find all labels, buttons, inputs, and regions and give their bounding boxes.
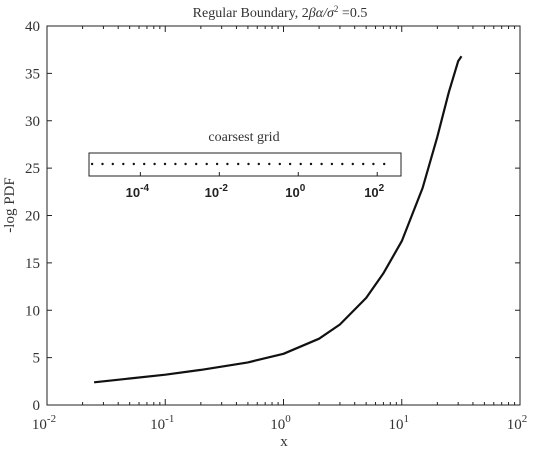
plot-area-frame — [46, 25, 521, 406]
x-tick-exponent: -2 — [47, 413, 56, 425]
inset-tick-exponent: 0 — [300, 183, 306, 194]
inset-point — [320, 162, 323, 166]
inset-point — [226, 162, 229, 166]
inset-point — [268, 162, 271, 166]
x-axis-label: x — [280, 434, 288, 450]
x-axis: 10-2 10-1 100 101 102 — [32, 26, 527, 433]
inset-tick-label: 100 — [285, 183, 305, 200]
inset-point — [143, 162, 146, 166]
inset-tick-exponent: -2 — [219, 183, 228, 194]
y-tick-label: 10 — [25, 303, 40, 319]
inset-point — [237, 162, 240, 166]
x-tick-label: 10-2 — [32, 413, 56, 433]
inset-point — [341, 162, 344, 166]
inset-point — [278, 162, 281, 166]
x-tick-exponent: 0 — [285, 413, 291, 425]
y-tick-label: 35 — [25, 66, 40, 82]
inset-tick-base: 10 — [205, 185, 219, 200]
inset-point — [174, 162, 177, 166]
y-tick-label: 30 — [25, 114, 40, 130]
inset-point — [309, 162, 313, 166]
inset-point — [215, 162, 219, 166]
x-tick-label: 101 — [389, 413, 410, 433]
inset-tick-exponent: 2 — [379, 183, 385, 194]
x-tick-label: 100 — [270, 413, 291, 433]
inset-point — [205, 162, 208, 166]
inset-tick-label: 10-4 — [126, 183, 150, 200]
x-tick-exponent: -1 — [165, 413, 174, 425]
inset-point — [383, 162, 386, 166]
inset-ticks: 10-4 10-2 100 102 — [126, 172, 385, 200]
y-tick-label: 20 — [25, 209, 40, 225]
inset-legend: coarsest grid 10-4 10-2 100 102 — [88, 130, 402, 200]
inset-title: coarsest grid — [208, 130, 279, 145]
inset-point — [132, 162, 135, 166]
inset-tick-base: 10 — [285, 185, 299, 200]
y-tick-label: 15 — [25, 256, 40, 272]
inset-point — [362, 162, 365, 166]
inset-point — [90, 162, 94, 166]
x-tick-label: 102 — [507, 413, 528, 433]
x-tick-base: 10 — [32, 417, 47, 433]
y-tick-label: 5 — [33, 351, 41, 367]
x-tick-label: 10-1 — [150, 413, 174, 433]
x-tick-base: 10 — [507, 417, 522, 433]
inset-point — [247, 162, 250, 166]
inset-point — [330, 162, 334, 166]
inset-frame — [88, 152, 402, 177]
y-tick-label: 0 — [33, 398, 41, 414]
chart-title-prefix: Regular Boundary, 2 — [193, 6, 309, 21]
inset-point — [153, 162, 156, 166]
inset-point — [372, 162, 375, 166]
inset-point — [299, 162, 302, 166]
x-tick-base: 10 — [270, 417, 285, 433]
inset-tick-base: 10 — [126, 185, 140, 200]
inset-point — [101, 162, 104, 166]
inset-tick-label: 102 — [364, 183, 384, 200]
series-layer — [93, 55, 463, 384]
x-tick-exponent: 1 — [404, 413, 410, 425]
y-tick-label: 25 — [25, 161, 40, 177]
inset-point — [122, 162, 125, 166]
chart-title: Regular Boundary, 2βα/σ2 =0.5 — [193, 4, 368, 21]
inset-points — [90, 162, 386, 166]
inset-tick-label: 10-2 — [205, 183, 229, 200]
inset-point — [163, 162, 167, 166]
inset-point — [351, 162, 354, 166]
x-tick-base: 10 — [150, 417, 165, 433]
y-axis-label: -log PDF — [2, 177, 18, 232]
inset-point — [184, 162, 187, 166]
inset-tick-exponent: -4 — [140, 183, 149, 194]
y-tick-label: 40 — [25, 19, 40, 35]
inset-point — [288, 162, 292, 166]
x-tick-exponent: 2 — [522, 413, 528, 425]
inset-point — [195, 162, 198, 166]
series-line-0 — [93, 55, 463, 384]
inset-tick-base: 10 — [364, 185, 378, 200]
chart-title-suffix: =0.5 — [342, 6, 367, 21]
inset-point — [257, 162, 260, 166]
x-tick-base: 10 — [389, 417, 404, 433]
inset-point — [111, 162, 115, 166]
